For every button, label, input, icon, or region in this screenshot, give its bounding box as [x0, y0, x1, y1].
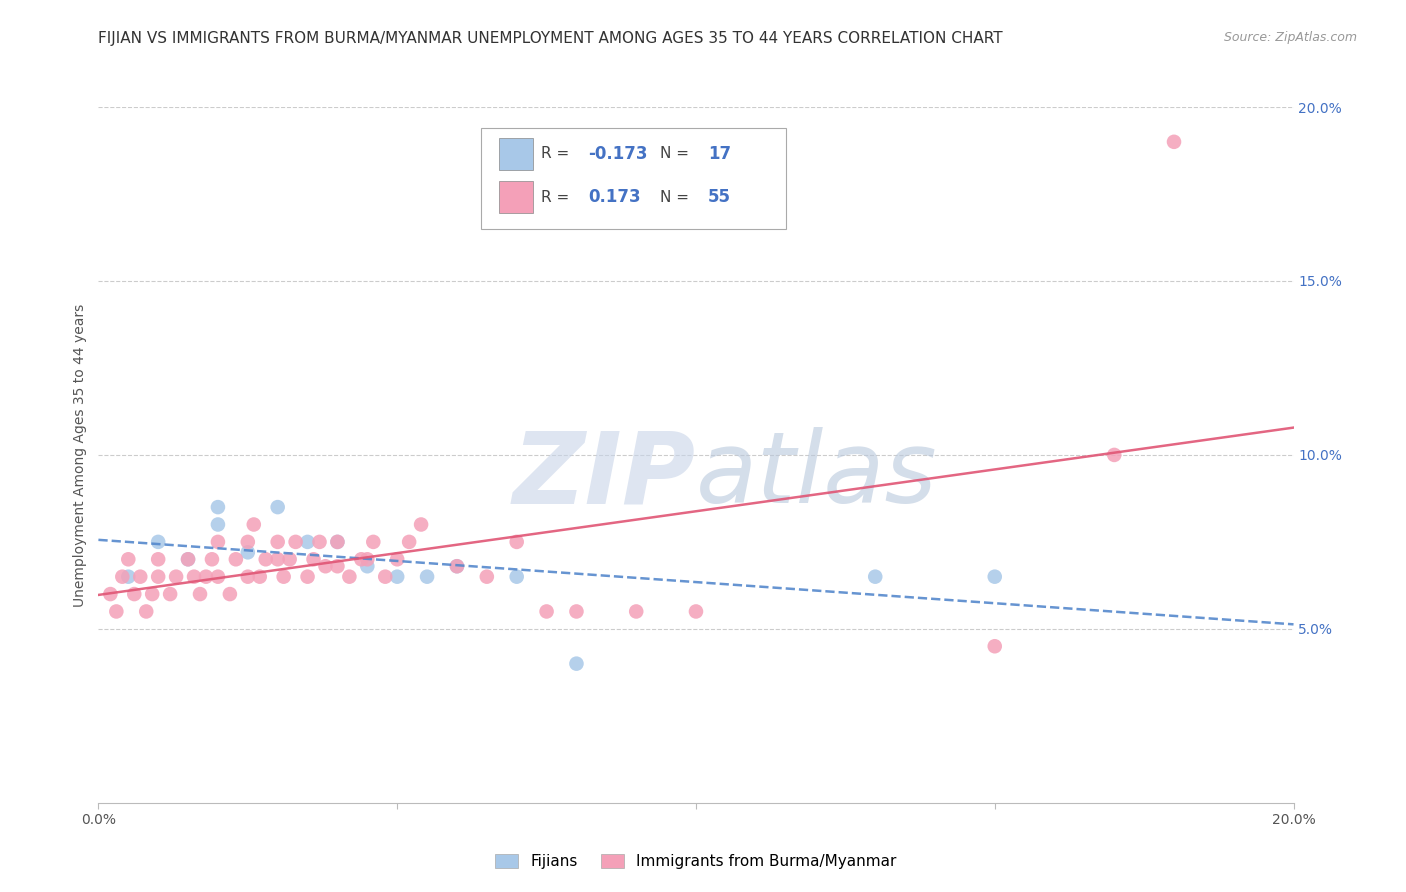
Point — [385, 570, 409, 584]
Point — [177, 552, 200, 566]
Point — [207, 534, 229, 549]
Point — [135, 605, 157, 619]
Text: R =: R = — [540, 146, 574, 161]
Point — [177, 552, 200, 566]
Text: 17: 17 — [709, 145, 731, 162]
Point — [129, 570, 152, 584]
Point — [207, 517, 229, 532]
Text: N =: N = — [661, 146, 695, 161]
Point — [249, 570, 271, 584]
Point — [411, 517, 433, 532]
Point — [565, 657, 588, 671]
FancyBboxPatch shape — [499, 137, 533, 169]
Point — [111, 570, 134, 584]
Point — [983, 570, 1005, 584]
Point — [475, 570, 498, 584]
Point — [278, 552, 301, 566]
Point — [326, 559, 349, 574]
Point — [398, 534, 420, 549]
Point — [284, 534, 307, 549]
Legend: Fijians, Immigrants from Burma/Myanmar: Fijians, Immigrants from Burma/Myanmar — [489, 847, 903, 875]
Point — [624, 605, 647, 619]
Text: 55: 55 — [709, 188, 731, 206]
Point — [117, 552, 139, 566]
Point — [536, 605, 558, 619]
Point — [1104, 448, 1126, 462]
Point — [183, 570, 205, 584]
Point — [236, 545, 259, 559]
Point — [225, 552, 247, 566]
Point — [308, 534, 330, 549]
Point — [374, 570, 396, 584]
Point — [356, 552, 378, 566]
Point — [194, 570, 218, 584]
Point — [356, 559, 378, 574]
Point — [1163, 135, 1185, 149]
Point — [243, 517, 266, 532]
Point — [565, 605, 588, 619]
Point — [326, 534, 349, 549]
Point — [254, 552, 277, 566]
Point — [446, 559, 468, 574]
Point — [339, 570, 360, 584]
Text: atlas: atlas — [696, 427, 938, 524]
Point — [302, 552, 325, 566]
Point — [124, 587, 146, 601]
Point — [446, 559, 468, 574]
Point — [141, 587, 163, 601]
Text: ZIP: ZIP — [513, 427, 696, 524]
Point — [416, 570, 439, 584]
Point — [219, 587, 242, 601]
Point — [267, 552, 290, 566]
Point — [865, 570, 887, 584]
Point — [267, 500, 290, 514]
Point — [326, 534, 349, 549]
Point — [165, 570, 187, 584]
Point — [207, 500, 229, 514]
Point — [201, 552, 224, 566]
Point — [236, 534, 259, 549]
Point — [236, 570, 259, 584]
Point — [188, 587, 211, 601]
Point — [148, 534, 170, 549]
Point — [363, 534, 385, 549]
Text: -0.173: -0.173 — [589, 145, 648, 162]
Point — [148, 552, 170, 566]
Text: N =: N = — [661, 190, 695, 205]
Point — [297, 570, 319, 584]
FancyBboxPatch shape — [499, 181, 533, 213]
Text: 0.173: 0.173 — [589, 188, 641, 206]
Point — [506, 570, 529, 584]
Point — [273, 570, 295, 584]
Text: R =: R = — [540, 190, 574, 205]
Text: Source: ZipAtlas.com: Source: ZipAtlas.com — [1223, 31, 1357, 45]
Point — [207, 570, 229, 584]
Point — [148, 570, 170, 584]
Point — [297, 534, 319, 549]
Point — [117, 570, 139, 584]
Point — [159, 587, 181, 601]
Point — [267, 534, 290, 549]
Point — [983, 639, 1005, 653]
Point — [98, 587, 122, 601]
Y-axis label: Unemployment Among Ages 35 to 44 years: Unemployment Among Ages 35 to 44 years — [73, 303, 87, 607]
FancyBboxPatch shape — [481, 128, 786, 229]
Point — [685, 605, 707, 619]
Point — [506, 534, 529, 549]
Point — [350, 552, 373, 566]
Point — [105, 605, 128, 619]
Point — [315, 559, 337, 574]
Text: FIJIAN VS IMMIGRANTS FROM BURMA/MYANMAR UNEMPLOYMENT AMONG AGES 35 TO 44 YEARS C: FIJIAN VS IMMIGRANTS FROM BURMA/MYANMAR … — [98, 31, 1002, 46]
Point — [385, 552, 409, 566]
